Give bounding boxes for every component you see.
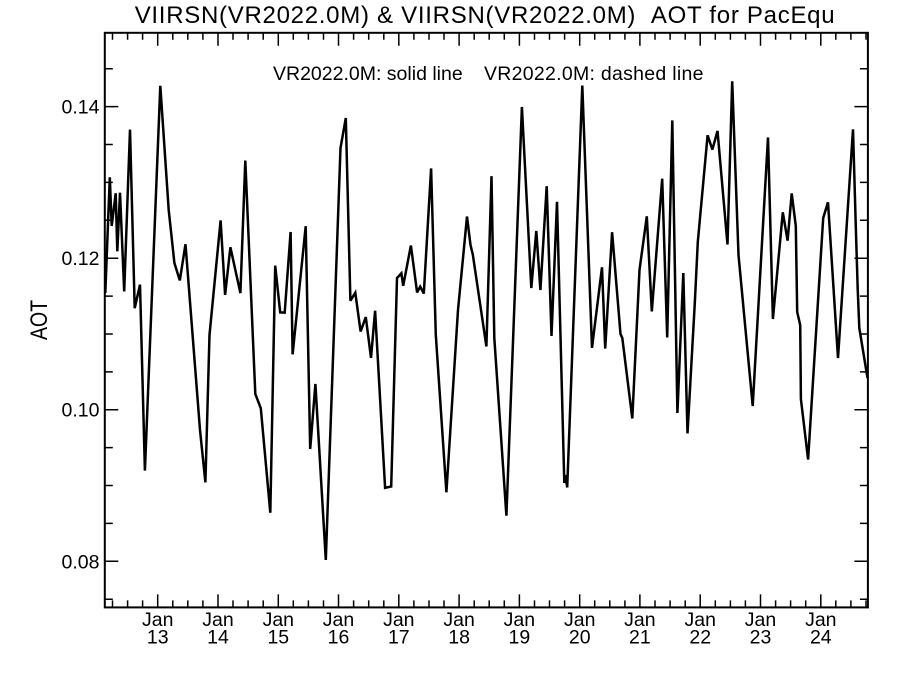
- svg-text:22: 22: [689, 627, 711, 649]
- svg-text:Jan: Jan: [624, 609, 655, 631]
- svg-text:17: 17: [388, 627, 410, 649]
- svg-text:20: 20: [569, 627, 591, 649]
- svg-text:Jan: Jan: [323, 609, 354, 631]
- svg-text:16: 16: [328, 627, 350, 649]
- svg-text:VR2022.0M: solid line: VR2022.0M: solid line: [273, 63, 463, 85]
- svg-text:Jan: Jan: [684, 609, 715, 631]
- svg-text:21: 21: [629, 627, 651, 649]
- svg-text:0.12: 0.12: [62, 248, 100, 270]
- svg-text:19: 19: [509, 627, 531, 649]
- svg-text:0.14: 0.14: [62, 97, 100, 119]
- svg-text:0.08: 0.08: [62, 551, 100, 573]
- svg-text:Jan: Jan: [263, 609, 294, 631]
- svg-text:24: 24: [810, 627, 832, 649]
- svg-text:Jan: Jan: [504, 609, 535, 631]
- svg-text:Jan: Jan: [564, 609, 595, 631]
- svg-text:0.10: 0.10: [62, 400, 100, 422]
- svg-text:18: 18: [448, 627, 470, 649]
- svg-text:15: 15: [267, 627, 289, 649]
- svg-text:Jan: Jan: [805, 609, 836, 631]
- svg-text:13: 13: [147, 627, 169, 649]
- svg-text:23: 23: [750, 627, 772, 649]
- svg-text:Jan: Jan: [443, 609, 474, 631]
- svg-text:Jan: Jan: [383, 609, 414, 631]
- svg-text:Jan: Jan: [142, 609, 173, 631]
- svg-text:Jan: Jan: [202, 609, 233, 631]
- svg-text:AOT: AOT: [25, 300, 52, 340]
- svg-text:14: 14: [207, 627, 229, 649]
- svg-text:VR2022.0M: dashed line: VR2022.0M: dashed line: [484, 63, 704, 85]
- svg-text:VIIRSN(VR2022.0M) & VIIRSN(VR2: VIIRSN(VR2022.0M) & VIIRSN(VR2022.0M) AO…: [135, 2, 836, 29]
- svg-text:Jan: Jan: [745, 609, 776, 631]
